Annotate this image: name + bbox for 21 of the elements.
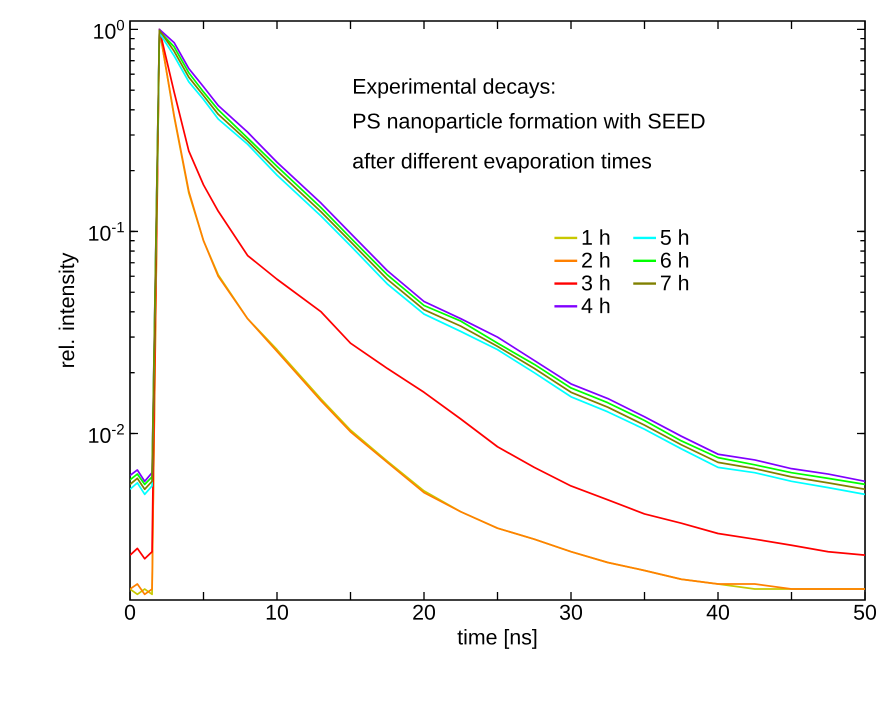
y-tick-label: 10$^{0}$ (94, 20, 124, 39)
legend-label: 7 h (660, 274, 688, 290)
annotation: Experimental decays: (354, 78, 554, 98)
y-axis-title: rel. intensity (58, 252, 78, 367)
x-tick-label: 30 (560, 604, 582, 620)
y-tick-label: 10$^{-2}$ (89, 424, 124, 444)
annotation: after different evaporation times (353, 152, 652, 173)
x-axis-title: time [ns] (458, 628, 536, 649)
annotation: PS nanoparticle formation with SEED (354, 112, 705, 133)
legend-label: 1 h (582, 229, 610, 245)
x-tick-label: 10 (266, 604, 288, 620)
legend-label: 5 h (660, 229, 688, 245)
legend-label: 2 h (582, 252, 610, 268)
x-tick-label: 20 (413, 604, 436, 620)
legend-label: 4 h (582, 298, 610, 314)
x-tick-label: 50 (854, 604, 876, 620)
x-tick-label: 40 (706, 604, 730, 620)
legend-label: 6 h (660, 252, 688, 268)
y-tick-label: 10$^{-1}$ (89, 222, 124, 241)
x-tick-label: 0 (124, 604, 136, 620)
legend-label: 3 h (582, 274, 610, 291)
